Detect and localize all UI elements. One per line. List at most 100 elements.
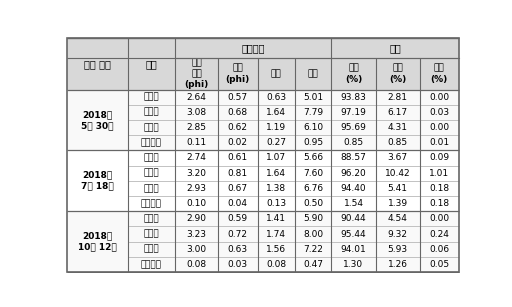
Text: 5.41: 5.41	[388, 184, 408, 193]
Text: 0.06: 0.06	[429, 245, 450, 254]
Text: 1.30: 1.30	[344, 260, 364, 269]
Text: 0.47: 0.47	[303, 260, 323, 269]
Bar	[67, 38, 459, 90]
Text: 채취 일자: 채취 일자	[84, 59, 111, 69]
Text: 0.03: 0.03	[429, 108, 450, 117]
Text: 표준편차: 표준편차	[141, 138, 162, 147]
Text: 9.32: 9.32	[388, 230, 408, 239]
Text: 1.54: 1.54	[344, 199, 364, 208]
Text: 0.04: 0.04	[228, 199, 248, 208]
Text: 0.13: 0.13	[266, 199, 286, 208]
Text: 94.40: 94.40	[340, 184, 366, 193]
Text: 0.00: 0.00	[429, 214, 450, 223]
Text: 1.19: 1.19	[266, 123, 286, 132]
Text: 평균값: 평균값	[144, 184, 159, 193]
Text: 실트
(%): 실트 (%)	[389, 64, 406, 84]
Text: 최대값: 최대값	[144, 169, 159, 178]
Text: 표준편차: 표준편차	[141, 260, 162, 269]
Text: 최소값: 최소값	[144, 154, 159, 162]
Text: 0.18: 0.18	[429, 199, 450, 208]
Text: 0.85: 0.85	[344, 138, 364, 147]
Text: 5.66: 5.66	[303, 154, 323, 162]
Text: 조직변수: 조직변수	[242, 43, 265, 53]
Text: 6.17: 6.17	[388, 108, 408, 117]
Text: 최소값: 최소값	[144, 214, 159, 223]
Text: 구성: 구성	[389, 43, 401, 53]
Text: 0.11: 0.11	[186, 138, 207, 147]
Text: 평균값: 평균값	[144, 123, 159, 132]
Text: 94.01: 94.01	[340, 245, 367, 254]
Text: 0.67: 0.67	[228, 184, 248, 193]
Text: 2.90: 2.90	[186, 214, 207, 223]
Text: 4.31: 4.31	[388, 123, 408, 132]
Text: 모래
(%): 모래 (%)	[345, 64, 362, 84]
Text: 0.05: 0.05	[429, 260, 450, 269]
Text: 왜도: 왜도	[271, 69, 282, 78]
Text: 평균
입도
(phi): 평균 입도 (phi)	[184, 58, 209, 89]
Bar	[67, 211, 459, 272]
Text: 2.93: 2.93	[186, 184, 207, 193]
Text: 첨도: 첨도	[308, 69, 318, 78]
Text: 0.03: 0.03	[228, 260, 248, 269]
Text: 4.54: 4.54	[388, 214, 408, 223]
Text: 최대값: 최대값	[144, 108, 159, 117]
Text: 0.68: 0.68	[228, 108, 248, 117]
Text: 2.81: 2.81	[388, 93, 408, 102]
Text: 1.64: 1.64	[266, 108, 286, 117]
Text: 97.19: 97.19	[340, 108, 367, 117]
Text: 0.95: 0.95	[303, 138, 323, 147]
Text: 2018년
7월 18일: 2018년 7월 18일	[81, 171, 114, 191]
Text: 3.67: 3.67	[388, 154, 408, 162]
Text: 1.64: 1.64	[266, 169, 286, 178]
Text: 2.85: 2.85	[186, 123, 207, 132]
Text: 분급
(phi): 분급 (phi)	[226, 64, 250, 84]
Text: 2.74: 2.74	[187, 154, 206, 162]
Text: 0.61: 0.61	[228, 154, 248, 162]
Bar	[67, 90, 459, 150]
Text: 95.69: 95.69	[340, 123, 367, 132]
Text: 0.27: 0.27	[266, 138, 286, 147]
Text: 0.01: 0.01	[429, 138, 450, 147]
Text: 0.24: 0.24	[429, 230, 449, 239]
Text: 5.93: 5.93	[388, 245, 408, 254]
Text: 7.22: 7.22	[303, 245, 323, 254]
Text: 0.08: 0.08	[186, 260, 207, 269]
Text: 3.23: 3.23	[186, 230, 207, 239]
Text: 6.76: 6.76	[303, 184, 323, 193]
Text: 평균값: 평균값	[144, 245, 159, 254]
Text: 8.00: 8.00	[303, 230, 323, 239]
Text: 2018년
5월 30일: 2018년 5월 30일	[81, 110, 114, 130]
Text: 0.00: 0.00	[429, 93, 450, 102]
Text: 구분: 구분	[146, 59, 158, 69]
Text: 최대값: 최대값	[144, 230, 159, 239]
Text: 1.41: 1.41	[266, 214, 286, 223]
Text: 0.10: 0.10	[186, 199, 207, 208]
Text: 90.44: 90.44	[340, 214, 366, 223]
Text: 2.64: 2.64	[187, 93, 206, 102]
Text: 95.44: 95.44	[340, 230, 366, 239]
Text: 0.81: 0.81	[228, 169, 248, 178]
Text: 최소값: 최소값	[144, 93, 159, 102]
Text: 1.56: 1.56	[266, 245, 286, 254]
Text: 2018년
10월 12일: 2018년 10월 12일	[78, 231, 117, 252]
Text: 0.63: 0.63	[228, 245, 248, 254]
Text: 0.18: 0.18	[429, 184, 450, 193]
Text: 3.00: 3.00	[186, 245, 207, 254]
Text: 1.01: 1.01	[429, 169, 450, 178]
Text: 6.10: 6.10	[303, 123, 323, 132]
Text: 3.20: 3.20	[186, 169, 207, 178]
Text: 0.50: 0.50	[303, 199, 323, 208]
Text: 0.57: 0.57	[228, 93, 248, 102]
Text: 0.62: 0.62	[228, 123, 248, 132]
Text: 0.02: 0.02	[228, 138, 248, 147]
Text: 표준편차: 표준편차	[141, 199, 162, 208]
Text: 1.07: 1.07	[266, 154, 286, 162]
Text: 점토
(%): 점토 (%)	[431, 64, 448, 84]
Text: 1.26: 1.26	[388, 260, 408, 269]
Text: 0.59: 0.59	[228, 214, 248, 223]
Text: 10.42: 10.42	[385, 169, 411, 178]
Text: 93.83: 93.83	[340, 93, 367, 102]
Text: 0.63: 0.63	[266, 93, 286, 102]
Text: 96.20: 96.20	[340, 169, 367, 178]
Text: 0.00: 0.00	[429, 123, 450, 132]
